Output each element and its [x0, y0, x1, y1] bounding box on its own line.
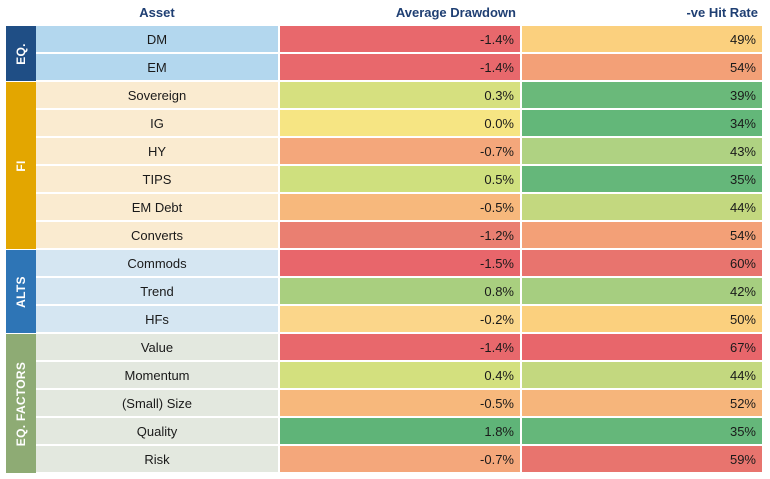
asset-cell: Risk	[36, 446, 278, 473]
table-row: HFs -0.2% 50%	[36, 306, 762, 334]
drawdown-cell: -1.2%	[280, 222, 520, 249]
asset-cell: EM	[36, 54, 278, 81]
table-row: Momentum 0.4% 44%	[36, 362, 762, 390]
hit-rate-cell: 43%	[522, 138, 762, 165]
drawdown-cell: -0.7%	[280, 446, 520, 473]
hit-rate-cell: 44%	[522, 194, 762, 221]
hit-rate-cell: 67%	[522, 334, 762, 361]
hit-rate-cell: 49%	[522, 26, 762, 53]
hit-rate-cell: 42%	[522, 278, 762, 305]
asset-cell: Momentum	[36, 362, 278, 389]
drawdown-cell: 0.0%	[280, 110, 520, 137]
asset-cell: DM	[36, 26, 278, 53]
asset-cell: HY	[36, 138, 278, 165]
asset-cell: Quality	[36, 418, 278, 445]
table-row: IG 0.0% 34%	[36, 110, 762, 138]
asset-cell: Commods	[36, 250, 278, 277]
table-row: DM -1.4% 49%	[36, 26, 762, 54]
table-row: Value -1.4% 67%	[36, 334, 762, 362]
group-eq-factors: EQ. FACTORS	[6, 334, 36, 474]
hit-rate-cell: 35%	[522, 166, 762, 193]
drawdown-cell: -0.7%	[280, 138, 520, 165]
hit-rate-cell: 44%	[522, 362, 762, 389]
drawdown-cell: -1.4%	[280, 26, 520, 53]
table-row: HY -0.7% 43%	[36, 138, 762, 166]
drawdown-cell: -0.2%	[280, 306, 520, 333]
table-row: EM -1.4% 54%	[36, 54, 762, 82]
drawdown-cell: 0.4%	[280, 362, 520, 389]
group-alts: ALTS	[6, 250, 36, 334]
drawdown-cell: 1.8%	[280, 418, 520, 445]
table-row: EM Debt -0.5% 44%	[36, 194, 762, 222]
asset-cell: Converts	[36, 222, 278, 249]
hit-rate-cell: 39%	[522, 82, 762, 109]
hit-rate-cell: 50%	[522, 306, 762, 333]
hit-rate-cell: 52%	[522, 390, 762, 417]
drawdown-cell: -0.5%	[280, 390, 520, 417]
drawdown-cell: -1.4%	[280, 334, 520, 361]
asset-cell: Trend	[36, 278, 278, 305]
header-average-drawdown: Average Drawdown	[395, 5, 516, 20]
asset-cell: HFs	[36, 306, 278, 333]
table-row: Quality 1.8% 35%	[36, 418, 762, 446]
hit-rate-cell: 35%	[522, 418, 762, 445]
table-row: Commods -1.5% 60%	[36, 250, 762, 278]
asset-cell: TIPS	[36, 166, 278, 193]
header-negative-hit-rate: -ve Hit Rate	[686, 5, 758, 20]
table-row: Risk -0.7% 59%	[36, 446, 762, 474]
table-row: Trend 0.8% 42%	[36, 278, 762, 306]
drawdown-cell: -1.5%	[280, 250, 520, 277]
hit-rate-cell: 59%	[522, 446, 762, 473]
asset-cell: Value	[36, 334, 278, 361]
hit-rate-cell: 34%	[522, 110, 762, 137]
header-asset: Asset	[139, 5, 175, 20]
hit-rate-cell: 54%	[522, 222, 762, 249]
group-label: EQ.	[14, 42, 28, 65]
table-row: Sovereign 0.3% 39%	[36, 82, 762, 110]
table-row: Converts -1.2% 54%	[36, 222, 762, 250]
drawdown-cell: 0.5%	[280, 166, 520, 193]
table-row: (Small) Size -0.5% 52%	[36, 390, 762, 418]
table-row: TIPS 0.5% 35%	[36, 166, 762, 194]
asset-cell: Sovereign	[36, 82, 278, 109]
group-label: EQ. FACTORS	[14, 361, 28, 446]
drawdown-cell: -0.5%	[280, 194, 520, 221]
asset-cell: IG	[36, 110, 278, 137]
group-label: FI	[14, 159, 28, 172]
drawdown-cell: 0.3%	[280, 82, 520, 109]
drawdown-cell: -1.4%	[280, 54, 520, 81]
asset-cell: (Small) Size	[36, 390, 278, 417]
group-eq: EQ.	[6, 26, 36, 82]
asset-cell: EM Debt	[36, 194, 278, 221]
drawdown-cell: 0.8%	[280, 278, 520, 305]
hit-rate-cell: 60%	[522, 250, 762, 277]
hit-rate-cell: 54%	[522, 54, 762, 81]
group-fi: FI	[6, 82, 36, 250]
group-label: ALTS	[14, 275, 28, 308]
